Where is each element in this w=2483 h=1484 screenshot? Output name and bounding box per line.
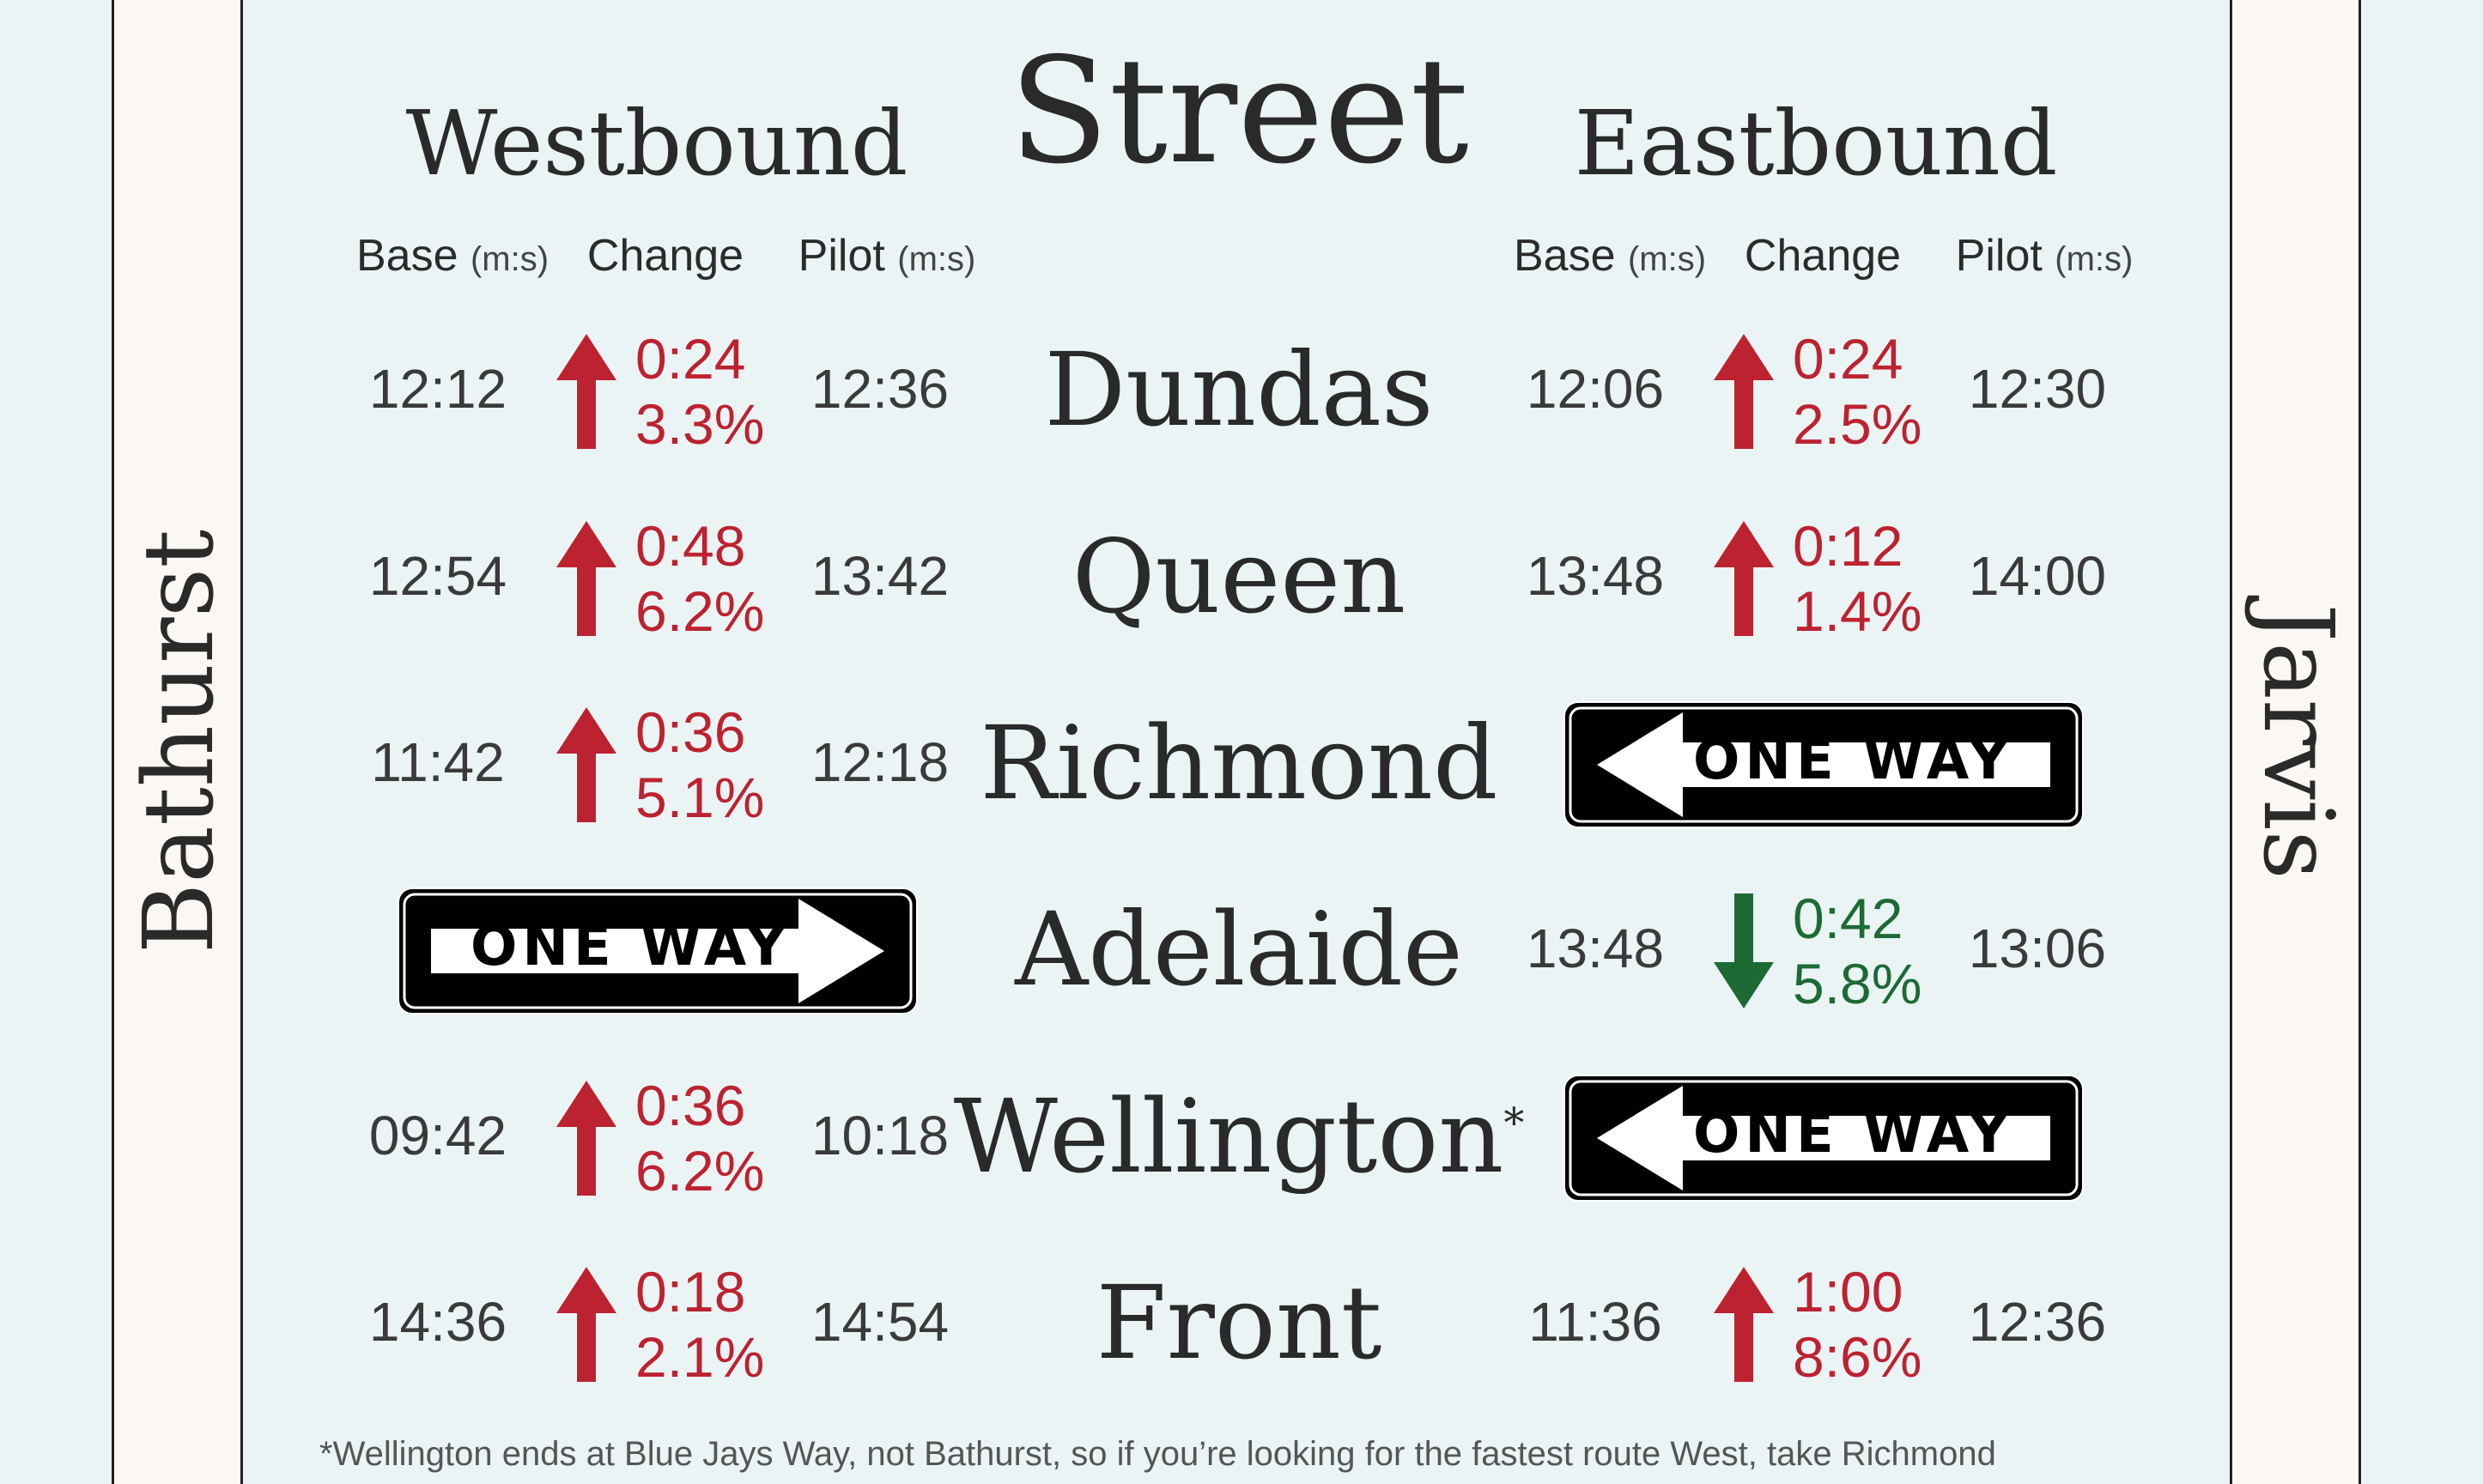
west-change: 0:36 5.1% bbox=[556, 700, 771, 829]
up-arrow-icon bbox=[556, 334, 616, 449]
west-change: 0:36 6.2% bbox=[556, 1074, 771, 1202]
street-name-text: Adelaide bbox=[1015, 890, 1463, 1009]
west-change-header: Change bbox=[586, 231, 744, 281]
west-base-time: 09:42 bbox=[368, 1105, 507, 1166]
street-name-text: Front bbox=[1096, 1263, 1382, 1382]
west-change-percent: 6.2% bbox=[635, 579, 765, 643]
west-pilot-time: 12:36 bbox=[810, 358, 950, 420]
down-arrow-icon bbox=[1714, 893, 1774, 1009]
west-base-time: 12:54 bbox=[368, 545, 507, 607]
east-pilot-time: 14:00 bbox=[1968, 545, 2107, 607]
west-base-header: Base (m:s) bbox=[355, 231, 549, 281]
east-change-percent: 8:6% bbox=[1793, 1325, 1922, 1389]
east-change-header: Change bbox=[1744, 231, 1902, 281]
street-name-wellington: Wellington* bbox=[954, 1086, 1525, 1187]
up-arrow-icon bbox=[556, 1081, 616, 1196]
west-one-way-sign: ONE WAY bbox=[397, 887, 919, 1015]
west-base-time: 11:42 bbox=[371, 731, 505, 793]
east-change: 0:12 1.4% bbox=[1714, 514, 1928, 643]
west-change-time: 0:36 bbox=[635, 700, 746, 764]
west-change-time: 0:18 bbox=[635, 1260, 746, 1323]
street-name-adelaide: Adelaide bbox=[1015, 899, 1463, 1000]
street-name-text: Wellington bbox=[953, 1077, 1504, 1196]
street-name-text: Dundas bbox=[1044, 330, 1434, 449]
west-change-percent: 3.3% bbox=[635, 392, 765, 456]
footnote-marker: * bbox=[1503, 1099, 1525, 1148]
east-change-time: 0:24 bbox=[1793, 327, 1903, 391]
up-arrow-icon bbox=[1714, 334, 1774, 449]
street-name-front: Front bbox=[1096, 1272, 1382, 1373]
west-base-time: 12:12 bbox=[368, 358, 507, 420]
east-one-way-sign: ONE WAY bbox=[1563, 700, 2085, 829]
one-way-sign-label: ONE WAY bbox=[470, 915, 792, 978]
one-way-sign-icon bbox=[1563, 1075, 2084, 1202]
east-base-time: 12:06 bbox=[1526, 358, 1665, 420]
up-arrow-icon bbox=[1714, 1267, 1774, 1382]
west-change-time: 0:24 bbox=[635, 327, 746, 391]
east-change-percent: 5.8% bbox=[1793, 952, 1922, 1015]
jarvis-label: Jarvis bbox=[2242, 603, 2353, 880]
west-pilot-time: 14:54 bbox=[810, 1291, 950, 1353]
up-arrow-icon bbox=[556, 1267, 616, 1382]
east-change: 0:24 2.5% bbox=[1714, 327, 1928, 456]
one-way-sign-label: ONE WAY bbox=[1693, 1102, 2014, 1166]
street-name-richmond: Richmond bbox=[980, 712, 1497, 814]
west-pilot-time: 13:42 bbox=[810, 545, 950, 607]
east-change-time: 0:42 bbox=[1793, 887, 1903, 950]
east-base-time: 11:36 bbox=[1528, 1291, 1662, 1353]
one-way-sign-icon bbox=[1563, 701, 2084, 828]
west-base-time: 14:36 bbox=[368, 1291, 507, 1353]
street-name-text: Queen bbox=[1072, 518, 1406, 636]
east-change-time: 0:12 bbox=[1793, 514, 1903, 578]
west-pilot-time: 12:18 bbox=[810, 731, 950, 793]
west-pilot-header: Pilot (m:s) bbox=[798, 231, 976, 281]
east-change: 0:42 5.8% bbox=[1714, 887, 1928, 1015]
eastbound-heading: Eastbound bbox=[1574, 91, 2058, 196]
west-change-time: 0:48 bbox=[635, 514, 746, 578]
east-change-percent: 1.4% bbox=[1793, 579, 1922, 643]
jarvis-road-strip: Jarvis bbox=[2230, 0, 2361, 1484]
street-name-dundas: Dundas bbox=[1044, 339, 1433, 440]
east-change-time: 1:00 bbox=[1793, 1260, 1903, 1323]
east-change-percent: 2.5% bbox=[1793, 392, 1922, 456]
up-arrow-icon bbox=[556, 521, 616, 636]
up-arrow-icon bbox=[1714, 521, 1774, 636]
east-pilot-header: Pilot (m:s) bbox=[1955, 231, 2134, 281]
east-change: 1:00 8:6% bbox=[1714, 1260, 1928, 1389]
west-change: 0:24 3.3% bbox=[556, 327, 771, 456]
east-base-time: 13:48 bbox=[1526, 918, 1665, 979]
up-arrow-icon bbox=[556, 707, 616, 822]
east-pilot-time: 12:36 bbox=[1968, 1291, 2107, 1353]
east-pilot-time: 13:06 bbox=[1968, 918, 2107, 979]
westbound-heading: Westbound bbox=[405, 91, 908, 196]
street-name-queen: Queen bbox=[1072, 526, 1405, 627]
west-change: 0:48 6.2% bbox=[556, 514, 771, 643]
street-name-text: Richmond bbox=[980, 704, 1498, 822]
page-title: Street bbox=[1009, 27, 1469, 197]
one-way-sign-label: ONE WAY bbox=[1693, 729, 2014, 792]
east-one-way-sign: ONE WAY bbox=[1563, 1074, 2085, 1202]
footnote: *Wellington ends at Blue Jays Way, not B… bbox=[319, 1435, 1996, 1473]
bathurst-label: Bathurst bbox=[124, 529, 235, 954]
west-pilot-time: 10:18 bbox=[810, 1105, 950, 1166]
bathurst-road-strip: Bathurst bbox=[112, 0, 243, 1484]
west-change-percent: 5.1% bbox=[635, 766, 765, 829]
one-way-sign-icon bbox=[398, 887, 918, 1015]
west-change-percent: 2.1% bbox=[635, 1325, 765, 1389]
east-base-time: 13:48 bbox=[1526, 545, 1665, 607]
west-change-time: 0:36 bbox=[635, 1074, 746, 1137]
east-base-header: Base (m:s) bbox=[1513, 231, 1707, 281]
west-change-percent: 6.2% bbox=[635, 1139, 765, 1202]
west-change: 0:18 2.1% bbox=[556, 1260, 771, 1389]
east-pilot-time: 12:30 bbox=[1968, 358, 2107, 420]
